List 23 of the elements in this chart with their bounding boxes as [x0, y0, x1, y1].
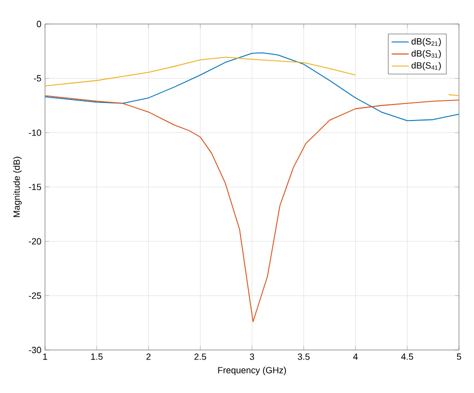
- x-axis-title: Frequency (GHz): [218, 366, 286, 376]
- y-tick-label: 0: [36, 20, 42, 28]
- y-tick-label: -15: [28, 184, 42, 190]
- y-axis-title: Magnitude (dB): [13, 156, 22, 218]
- x-tick-label: 3.5: [298, 354, 310, 360]
- x-tick-label: 4.5: [401, 354, 414, 360]
- line-series: [45, 52, 459, 122]
- legend-label: dB(S$_{31}$): [412, 50, 441, 58]
- x-tick-label: 1.5: [91, 354, 103, 360]
- y-tick-label: -30: [28, 346, 42, 354]
- line-series: [45, 95, 459, 322]
- y-tick-label: -20: [28, 238, 42, 245]
- x-tick-label: 2: [146, 354, 151, 360]
- x-tick-label: 1: [43, 354, 48, 360]
- y-tick-label: -10: [28, 129, 42, 136]
- legend-label: dB(S$_{21}$): [412, 38, 441, 46]
- legend-label: dB(S$_{41}$): [412, 62, 441, 70]
- x-tick-label: 4: [353, 354, 358, 360]
- x-tick-label: 5: [456, 354, 462, 360]
- y-tick-label: -5: [34, 75, 42, 82]
- y-tick-label: -25: [28, 292, 42, 299]
- x-tick-label: 2.5: [194, 354, 206, 360]
- x-tick-label: 3: [250, 354, 254, 360]
